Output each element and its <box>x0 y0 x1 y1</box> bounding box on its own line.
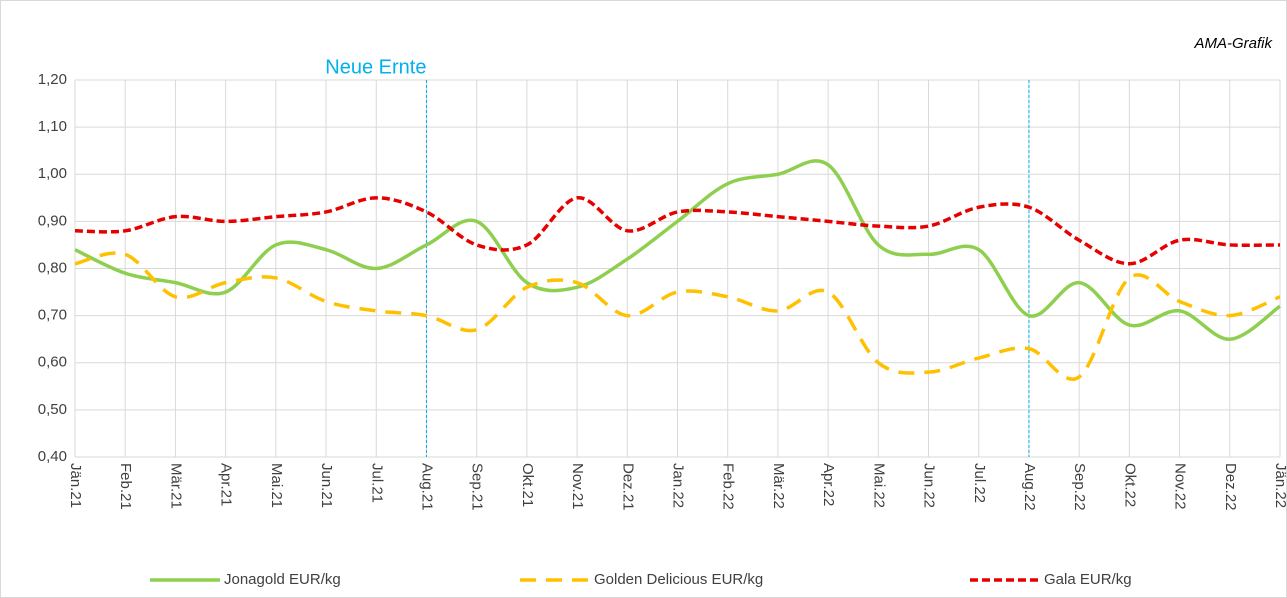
x-tick-label: Jän.21 <box>67 463 84 508</box>
harvest-label: Neue Ernte <box>325 56 426 78</box>
x-tick-label: Aug.22 <box>1021 463 1038 511</box>
y-tick-label: 0,80 <box>38 259 67 276</box>
x-tick-label: Jun.21 <box>318 463 335 508</box>
x-tick-label: Jän.22 <box>1272 463 1287 508</box>
x-tick-label: Dez.22 <box>1222 463 1239 511</box>
x-tick-label: Mai.21 <box>268 463 285 508</box>
x-tick-label: Aug.21 <box>418 463 435 511</box>
x-tick-label: Sep.22 <box>1071 463 1088 511</box>
source-annotation: AMA-Grafik <box>1193 35 1273 52</box>
series-line <box>74 159 1282 341</box>
x-tick-label: Apr.21 <box>218 463 235 506</box>
x-tick-label: Sep.21 <box>469 463 486 511</box>
x-tick-label: Nov.22 <box>1172 463 1189 509</box>
x-tick-label: Dez.21 <box>619 463 636 511</box>
y-tick-label: 1,00 <box>38 165 67 182</box>
y-tick-label: 0,90 <box>38 212 67 229</box>
x-tick-label: Nov.21 <box>569 463 586 509</box>
x-tick-label: Okt.21 <box>519 463 536 507</box>
series-line <box>74 251 1281 381</box>
series-line <box>74 196 1281 266</box>
x-tick-label: Feb.21 <box>117 463 134 510</box>
legend-label: Golden Delicious EUR/kg <box>594 571 763 588</box>
y-tick-label: 1,10 <box>38 118 67 135</box>
x-tick-label: Jul.22 <box>971 463 988 503</box>
y-tick-label: 0,40 <box>38 448 67 465</box>
legend-label: Gala EUR/kg <box>1044 571 1132 588</box>
x-tick-label: Apr.22 <box>820 463 837 506</box>
x-tick-label: Jun.22 <box>921 463 938 508</box>
x-tick-label: Mai.22 <box>870 463 887 508</box>
x-tick-label: Mär.21 <box>167 463 184 509</box>
x-tick-label: Jan.22 <box>670 463 687 508</box>
y-tick-label: 0,60 <box>38 354 67 371</box>
y-tick-label: 1,20 <box>38 71 67 88</box>
x-tick-label: Okt.22 <box>1121 463 1138 507</box>
x-tick-label: Jul.21 <box>368 463 385 503</box>
legend-label: Jonagold EUR/kg <box>224 571 341 588</box>
y-tick-label: 0,50 <box>38 401 67 418</box>
y-tick-label: 0,70 <box>38 307 67 324</box>
x-tick-label: Feb.22 <box>720 463 737 510</box>
x-tick-label: Mär.22 <box>770 463 787 509</box>
